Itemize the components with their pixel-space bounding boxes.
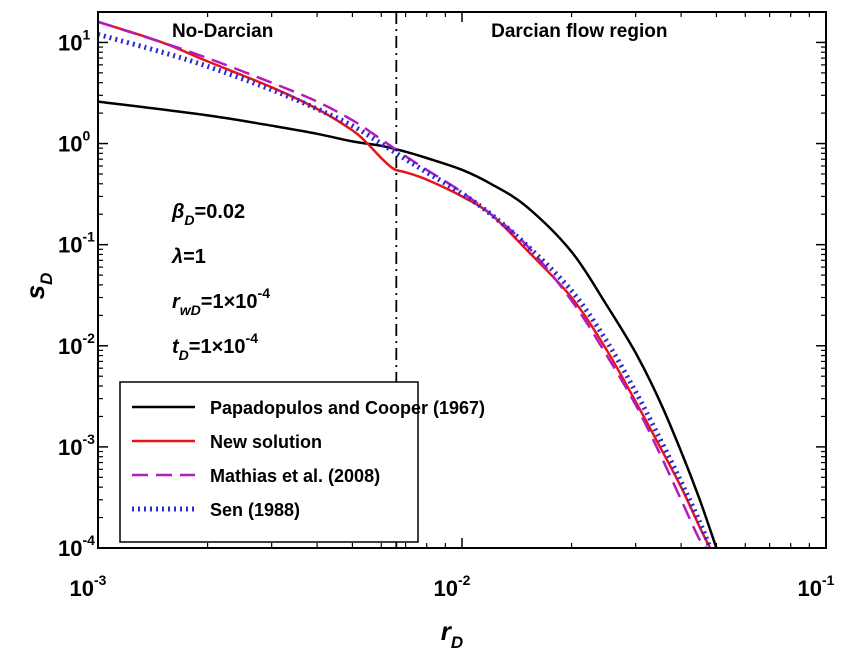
legend-label-2: Mathias et al. (2008): [210, 466, 380, 486]
region-label-0: No-Darcian: [172, 21, 273, 42]
y-tick-label: 101: [58, 26, 90, 55]
x-tick-exp: -3: [94, 572, 107, 588]
legend-box: [119, 381, 419, 543]
param-symbol: λ: [171, 246, 183, 268]
x-axis-title-main: r: [441, 616, 453, 646]
x-tick-base: 10: [70, 576, 94, 601]
param-subscript: D: [184, 212, 194, 228]
legend-entries: Papadopulos and Cooper (1967) New solutio…: [132, 398, 485, 520]
legend-label-3: Sen (1988): [210, 500, 300, 520]
legend-label-0: Papadopulos and Cooper (1967): [210, 398, 485, 418]
legend: Papadopulos and Cooper (1967) New solutio…: [119, 381, 485, 543]
param-superscript: -4: [258, 285, 271, 301]
y-tick-label: 10-3: [58, 431, 95, 460]
series-line-2: [98, 20, 708, 548]
x-tick-label: 10-2: [434, 572, 471, 601]
y-tick-label: 10-2: [58, 330, 95, 359]
y-tick-base: 10: [58, 132, 82, 157]
param-symbol: β: [171, 201, 184, 223]
param-subscript: wD: [180, 302, 201, 318]
y-axis-title-sub: D: [37, 273, 56, 285]
region-label-1: Darcian flow region: [491, 21, 667, 42]
x-axis-title-sub: D: [451, 633, 463, 652]
x-tick-exp: -1: [822, 572, 835, 588]
series-line-0: [98, 100, 718, 548]
y-tick-base: 10: [58, 334, 82, 359]
x-tick-exp: -2: [458, 572, 471, 588]
param-subscript: D: [179, 347, 189, 363]
labels-layer: No-Darcian Darcian flow regionβD=0.02λ=1r…: [171, 21, 667, 363]
param-value: =1: [183, 246, 206, 268]
param-symbol: r: [172, 291, 181, 313]
x-axis-title: rD: [441, 616, 463, 652]
y-tick-exp: 1: [82, 26, 90, 42]
y-tick-exp: 0: [82, 128, 90, 144]
y-axis-title: sD: [20, 273, 56, 300]
y-tick-exp: -3: [82, 431, 95, 447]
y-tick-base: 10: [58, 233, 82, 258]
param-1: λ=1: [171, 246, 206, 268]
param-symbol: t: [172, 336, 180, 358]
y-tick-exp: -1: [82, 229, 95, 245]
param-superscript: -4: [246, 330, 259, 346]
y-tick-base: 10: [58, 536, 82, 561]
param-3: tD=1×10-4: [172, 330, 258, 363]
y-tick-label: 10-4: [58, 532, 95, 561]
param-value: =1×10: [201, 291, 258, 313]
y-tick-label: 10-1: [58, 229, 95, 258]
param-value: =1×10: [189, 336, 246, 358]
param-0: βD=0.02: [171, 201, 245, 228]
x-tick-base: 10: [798, 576, 822, 601]
y-tick-exp: -2: [82, 330, 95, 346]
param-2: rwD=1×10-4: [172, 285, 270, 318]
x-tick-label: 10-3: [70, 572, 107, 601]
y-axis-title-main: s: [20, 285, 50, 299]
series-layer: [98, 20, 718, 548]
param-value: =0.02: [195, 201, 246, 223]
x-tick-base: 10: [434, 576, 458, 601]
y-tick-exp: -4: [82, 532, 95, 548]
legend-label-1: New solution: [210, 432, 322, 452]
y-tick-label: 100: [58, 128, 90, 157]
y-tick-base: 10: [58, 30, 82, 55]
x-tick-label: 10-1: [798, 572, 835, 601]
y-tick-base: 10: [58, 435, 82, 460]
